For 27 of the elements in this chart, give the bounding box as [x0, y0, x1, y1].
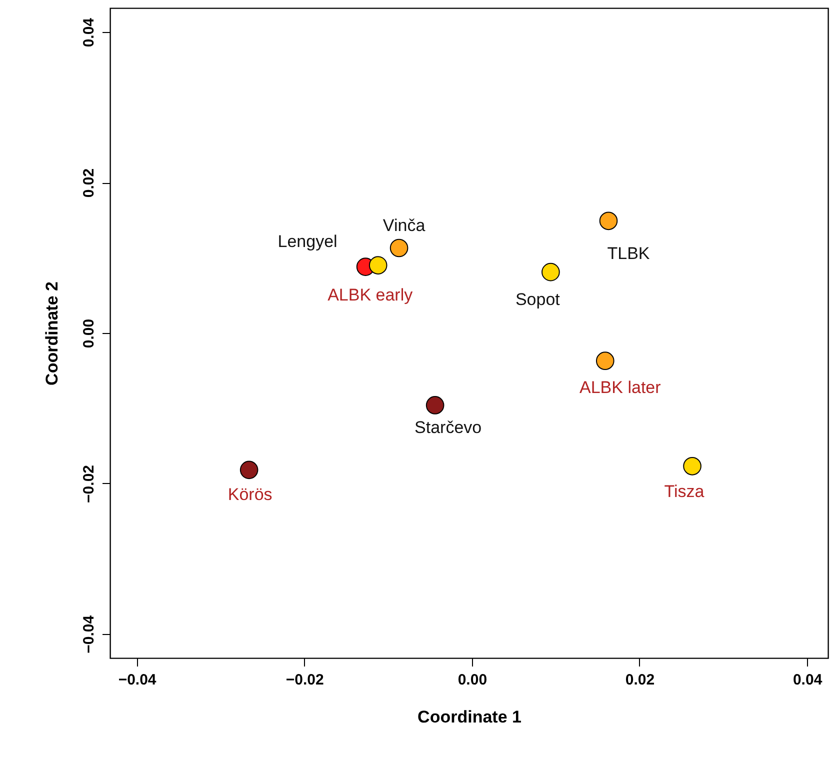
data-label: Tisza	[664, 482, 705, 502]
x-tick-label: 0.04	[792, 672, 823, 688]
data-label: ALBK early	[328, 285, 414, 304]
y-tick-label: −0.02	[80, 464, 98, 503]
data-label: Vinča	[382, 216, 426, 235]
data-label: Lengyel	[278, 232, 338, 251]
point	[240, 460, 258, 480]
data-label: Sopot	[515, 290, 560, 310]
data-label: TLBK	[607, 244, 650, 263]
y-axis-title: Coordinate 2	[42, 282, 62, 386]
y-tick-label: 0.00	[80, 318, 98, 348]
y-tick-label: −0.04	[80, 614, 98, 654]
point	[368, 256, 388, 274]
data-label: Starčevo	[414, 418, 482, 438]
x-tick-label: 0.00	[458, 672, 488, 688]
x-axis-title: Coordinate 1	[418, 708, 522, 726]
point	[683, 457, 702, 476]
y-tick-label: 0.04	[80, 17, 98, 48]
point	[599, 212, 618, 230]
x-tick-label: −0.04	[118, 672, 157, 688]
x-tick-label: −0.02	[286, 672, 324, 688]
data-label: Körös	[228, 484, 272, 504]
x-tick-label: 0.02	[625, 672, 655, 688]
y-tick-label: 0.02	[80, 168, 98, 198]
point	[426, 396, 444, 414]
data-label: ALBK later	[580, 378, 662, 397]
point	[390, 238, 408, 258]
